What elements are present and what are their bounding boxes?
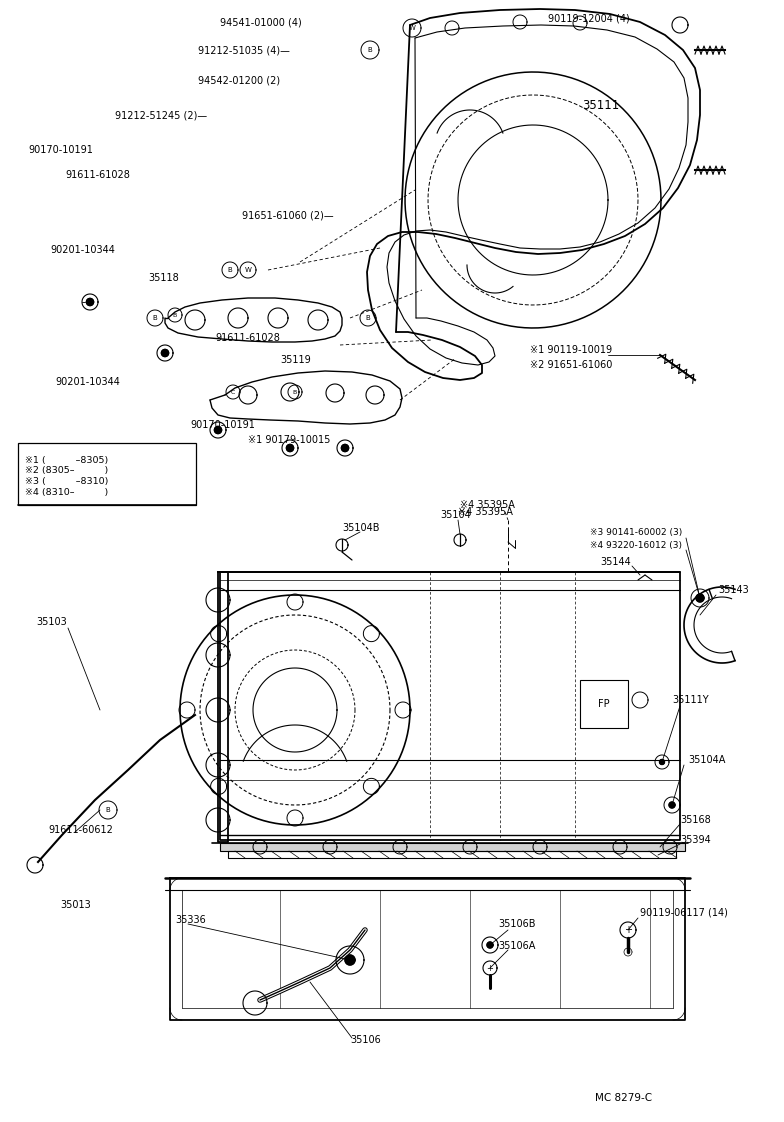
Polygon shape xyxy=(669,802,675,808)
Text: 91611-60612: 91611-60612 xyxy=(48,825,113,835)
Text: 94541-01000 (4): 94541-01000 (4) xyxy=(220,17,302,27)
Text: ※1 90179-10015: ※1 90179-10015 xyxy=(248,435,330,445)
Bar xyxy=(580,680,628,728)
Text: B: B xyxy=(293,389,297,395)
Text: B: B xyxy=(368,47,372,53)
Text: 91611-61028: 91611-61028 xyxy=(215,333,280,343)
Text: 35104B: 35104B xyxy=(342,523,379,533)
Text: W: W xyxy=(245,267,252,273)
Text: 35104: 35104 xyxy=(440,511,470,519)
Text: 91212-51035 (4)—: 91212-51035 (4)— xyxy=(198,45,290,55)
Text: MC 8279-C: MC 8279-C xyxy=(595,1093,652,1103)
Text: 91651-61060 (2)—: 91651-61060 (2)— xyxy=(242,210,334,220)
Text: ※3 90141-60002 (3): ※3 90141-60002 (3) xyxy=(590,527,682,536)
Text: 35103: 35103 xyxy=(36,617,67,627)
Polygon shape xyxy=(659,760,665,764)
Text: 90119-06117 (14): 90119-06117 (14) xyxy=(640,907,728,917)
Text: 94542-01200 (2): 94542-01200 (2) xyxy=(198,75,280,85)
Text: B: B xyxy=(365,315,370,321)
Polygon shape xyxy=(341,444,349,451)
Text: FP: FP xyxy=(598,699,610,709)
Polygon shape xyxy=(345,955,355,965)
Text: 90119-12004 (4): 90119-12004 (4) xyxy=(548,13,630,22)
Text: ※2 (8305–          ): ※2 (8305– ) xyxy=(25,466,108,475)
Text: 35106A: 35106A xyxy=(498,941,535,951)
Polygon shape xyxy=(86,298,93,305)
Polygon shape xyxy=(286,444,293,451)
Text: W: W xyxy=(408,25,416,31)
Text: 35144: 35144 xyxy=(600,557,631,567)
Text: 90170-10191: 90170-10191 xyxy=(28,145,93,155)
Text: 35013: 35013 xyxy=(60,900,91,910)
Text: C: C xyxy=(230,389,235,395)
Text: B: B xyxy=(153,315,158,321)
Polygon shape xyxy=(487,942,493,948)
Bar xyxy=(18,443,196,505)
Polygon shape xyxy=(162,349,169,357)
Bar xyxy=(228,850,676,858)
Text: 35111Y: 35111Y xyxy=(672,695,709,705)
Text: 35119: 35119 xyxy=(280,355,310,365)
Text: 35394: 35394 xyxy=(680,835,711,845)
Polygon shape xyxy=(696,594,704,603)
Text: 35118: 35118 xyxy=(148,273,179,283)
Text: 91611-61028: 91611-61028 xyxy=(65,171,130,180)
Text: ※4 93220-16012 (3): ※4 93220-16012 (3) xyxy=(590,541,682,550)
Text: 35106: 35106 xyxy=(350,1034,381,1045)
Text: B: B xyxy=(173,313,177,318)
Text: 35336: 35336 xyxy=(175,916,205,925)
Text: ※2 91651-61060: ※2 91651-61060 xyxy=(530,360,612,370)
Text: 90201-10344: 90201-10344 xyxy=(50,245,115,255)
Text: B: B xyxy=(106,807,111,813)
Text: 35168: 35168 xyxy=(680,815,711,825)
Polygon shape xyxy=(214,426,222,433)
Bar xyxy=(220,843,685,850)
Text: ※4 35395A: ※4 35395A xyxy=(458,507,513,517)
Text: +: + xyxy=(487,964,493,973)
Text: 35104A: 35104A xyxy=(688,755,725,765)
Text: 35143: 35143 xyxy=(718,585,749,595)
Text: +: + xyxy=(624,925,632,935)
Text: ※3 (          –8310): ※3 ( –8310) xyxy=(25,477,108,486)
Text: 35106B: 35106B xyxy=(498,919,535,929)
Text: 90201-10344: 90201-10344 xyxy=(55,377,120,387)
Text: ※4 (8310–          ): ※4 (8310– ) xyxy=(25,488,108,497)
Text: ※1 90119-10019: ※1 90119-10019 xyxy=(530,344,612,355)
Text: ※4 35395A: ※4 35395A xyxy=(460,500,515,511)
Text: B: B xyxy=(227,267,232,273)
Text: 90170-10191: 90170-10191 xyxy=(190,420,255,430)
Text: 91212-51245 (2)—: 91212-51245 (2)— xyxy=(115,110,207,120)
Text: ※1 (          –8305): ※1 ( –8305) xyxy=(25,456,108,465)
Text: 35111: 35111 xyxy=(582,99,619,111)
